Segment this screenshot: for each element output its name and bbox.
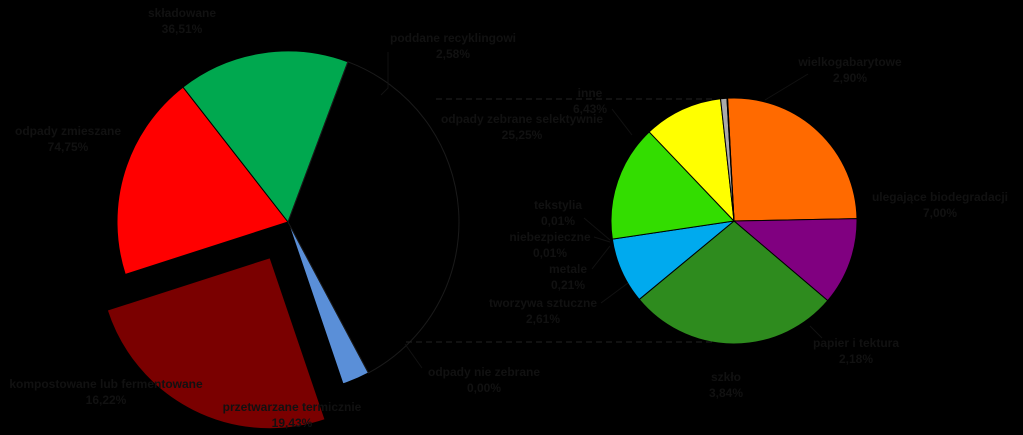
leader-odpady-nie-zebrane	[404, 343, 423, 369]
label-poddane-recyklingowi: poddane recyklingowi 2,58%	[390, 31, 516, 61]
label-tekstylia: tekstylia 0,01%	[534, 198, 582, 228]
label-odpady-nie-zebrane-line-2: 0,00%	[467, 381, 501, 395]
label-szklo: szkło 3,84%	[709, 370, 743, 400]
label-odpady-nie-zebrane-line-1: odpady nie zebrane	[428, 365, 540, 379]
label-tworzywa-sztuczne-line-2: 2,61%	[526, 312, 560, 326]
right-slice-inne	[727, 97, 858, 222]
right-slice-wielkogabarytowe	[732, 218, 858, 302]
label-wielkogabarytowe: wielkogabarytowe 2,90%	[797, 55, 902, 85]
label-skladowane-line-1: składowane	[148, 6, 216, 20]
label-szklo-line-1: szkło	[711, 370, 741, 384]
label-inne: inne 6,43%	[573, 86, 607, 116]
label-wielkogabarytowe-line-1: wielkogabarytowe	[797, 55, 902, 69]
label-kompostowane-line-2: 16,22%	[86, 393, 127, 407]
left-slice-kompostowane-lub-fermentowane	[182, 50, 349, 224]
label-metale-line-1: metale	[549, 262, 587, 276]
leader-inne	[611, 108, 633, 136]
label-szklo-line-2: 3,84%	[709, 386, 743, 400]
label-ulegajace-biodegradacji: ulegające biodegradacji 7,00%	[872, 190, 1008, 220]
left-slice-odpady-zebrane-selektywnie	[106, 257, 326, 430]
label-odpady-zmieszane-line-2: 74,75%	[48, 140, 89, 154]
label-niebezpieczne-line-2: 0,01%	[533, 246, 567, 260]
right-slice-tekstylia	[726, 97, 735, 222]
label-tworzywa-sztuczne: tworzywa sztuczne 2,61%	[489, 296, 597, 326]
label-poddane-recyklingowi-line-1: poddane recyklingowi	[390, 31, 516, 45]
label-przetwarzane-termicznie-line-1: przetwarzane termicznie	[223, 400, 362, 414]
data-labels: składowane 36,51% poddane recyklingowi 2,58…	[9, 6, 1008, 430]
leader-niebezpieczne	[593, 236, 611, 243]
label-papier-i-tektura-line-2: 2,18%	[839, 352, 873, 366]
label-odpady-zebrane-selektywnie: odpady zebrane selektywnie 25,25%	[441, 112, 603, 142]
label-ulegajace-biodegradacji-line-2: 7,00%	[923, 206, 957, 220]
label-przetwarzane-termicznie-line-2: 19,43%	[272, 416, 313, 430]
label-tekstylia-line-1: tekstylia	[534, 198, 582, 212]
label-tworzywa-sztuczne-line-1: tworzywa sztuczne	[489, 296, 597, 310]
leader-papier-i-tektura	[809, 325, 823, 339]
label-odpady-nie-zebrane: odpady nie zebrane 0,00%	[428, 365, 540, 395]
leader-wielkogabarytowe	[764, 73, 809, 101]
left-pie	[106, 50, 460, 430]
leader-poddane-recyklingowi	[380, 52, 389, 96]
leader-tekstylia	[583, 217, 611, 241]
right-slice-ulegajace-biodegradacji	[638, 220, 829, 345]
label-ulegajace-biodegradacji-line-1: ulegające biodegradacji	[872, 190, 1008, 204]
right-pie	[610, 97, 858, 345]
label-odpady-zmieszane: odpady zmieszane 74,75%	[15, 124, 121, 154]
label-inne-line-1: inne	[578, 86, 603, 100]
label-wielkogabarytowe-line-2: 2,90%	[833, 71, 867, 85]
label-poddane-recyklingowi-line-2: 2,58%	[436, 47, 470, 61]
left-slice-przetwarzane-termicznie	[116, 86, 289, 276]
label-odpady-zmieszane-line-1: odpady zmieszane	[15, 124, 121, 138]
label-odpady-zebrane-selektywnie-line-1: odpady zebrane selektywnie	[441, 112, 603, 126]
label-papier-i-tektura-line-1: papier i tektura	[813, 336, 899, 350]
label-kompostowane-line-1: kompostowane lub fermentowane	[9, 377, 203, 391]
label-kompostowane: kompostowane lub fermentowane 16,22%	[9, 377, 203, 407]
label-tekstylia-line-2: 0,01%	[541, 214, 575, 228]
leader-tworzywa-sztuczne	[600, 282, 629, 304]
label-odpady-zebrane-selektywnie-line-2: 25,25%	[502, 128, 543, 142]
label-papier-i-tektura: papier i tektura 2,18%	[813, 336, 899, 366]
right-slice-szklo	[610, 131, 736, 240]
label-inne-line-2: 6,43%	[573, 102, 607, 116]
right-slice-tworzywa-sztuczne	[648, 98, 735, 223]
label-niebezpieczne-line-1: niebezpieczne	[509, 230, 591, 244]
label-metale: metale 0,21%	[549, 262, 587, 292]
label-metale-line-2: 0,21%	[551, 278, 585, 292]
label-niebezpieczne: niebezpieczne 0,01%	[509, 230, 591, 260]
leader-metale	[591, 245, 611, 270]
label-skladowane: składowane 36,51%	[148, 6, 216, 36]
connector-lines	[406, 98, 716, 343]
label-przetwarzane-termicznie: przetwarzane termicznie 19,43%	[223, 400, 362, 430]
label-skladowane-line-2: 36,51%	[162, 22, 203, 36]
